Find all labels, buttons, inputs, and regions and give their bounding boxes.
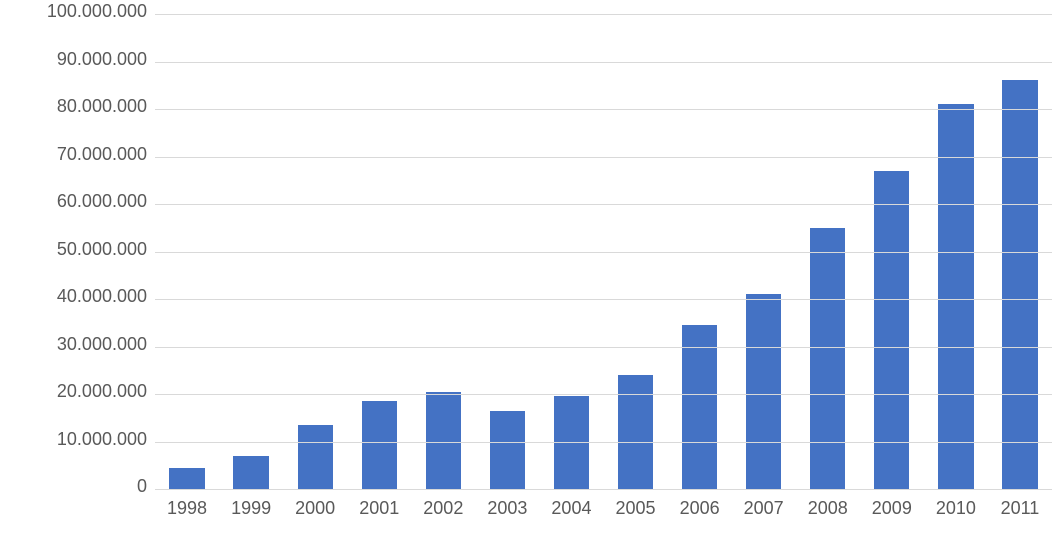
bar: [169, 468, 204, 489]
x-axis-tick-label: 2006: [668, 498, 732, 519]
gridline: [155, 299, 1052, 300]
y-axis-tick-label: 10.000.000: [57, 429, 147, 450]
gridline: [155, 109, 1052, 110]
x-axis-tick-label: 2004: [539, 498, 603, 519]
bar: [362, 401, 397, 489]
bar: [490, 411, 525, 489]
x-axis-tick-label: 2008: [796, 498, 860, 519]
gridline: [155, 489, 1052, 490]
gridline: [155, 347, 1052, 348]
x-axis-tick-label: 1998: [155, 498, 219, 519]
bar-chart: 0 10.000.000 20.000.000 30.000.000 40.000.00…: [0, 0, 1062, 535]
y-axis-tick-label: 50.000.000: [57, 239, 147, 260]
y-axis-tick-label: 80.000.000: [57, 96, 147, 117]
x-axis-tick-label: 1999: [219, 498, 283, 519]
bar: [1002, 80, 1037, 489]
gridline: [155, 252, 1052, 253]
y-axis-tick-label: 40.000.000: [57, 286, 147, 307]
x-axis-tick-label: 2001: [347, 498, 411, 519]
x-axis-tick-label: 2003: [475, 498, 539, 519]
y-axis-tick-label: 0: [137, 476, 147, 497]
gridline: [155, 204, 1052, 205]
bar: [746, 294, 781, 489]
bar: [618, 375, 653, 489]
y-axis-tick-label: 70.000.000: [57, 144, 147, 165]
gridline: [155, 14, 1052, 15]
x-axis-tick-label: 2005: [604, 498, 668, 519]
gridline: [155, 394, 1052, 395]
bar: [938, 104, 973, 489]
y-axis-tick-label: 60.000.000: [57, 191, 147, 212]
bar: [682, 325, 717, 489]
x-axis-tick-label: 2002: [411, 498, 475, 519]
bar: [426, 392, 461, 489]
bar: [298, 425, 333, 489]
x-axis-tick-label: 2009: [860, 498, 924, 519]
gridline: [155, 157, 1052, 158]
bar: [810, 228, 845, 489]
x-axis-tick-label: 2007: [732, 498, 796, 519]
y-axis-tick-label: 20.000.000: [57, 381, 147, 402]
y-axis-tick-label: 90.000.000: [57, 49, 147, 70]
x-axis-tick-label: 2011: [988, 498, 1052, 519]
x-axis-tick-label: 2010: [924, 498, 988, 519]
gridline: [155, 62, 1052, 63]
x-axis-tick-label: 2000: [283, 498, 347, 519]
y-axis-tick-label: 30.000.000: [57, 334, 147, 355]
y-axis-tick-label: 100.000.000: [47, 1, 147, 22]
bar: [233, 456, 268, 489]
gridline: [155, 442, 1052, 443]
